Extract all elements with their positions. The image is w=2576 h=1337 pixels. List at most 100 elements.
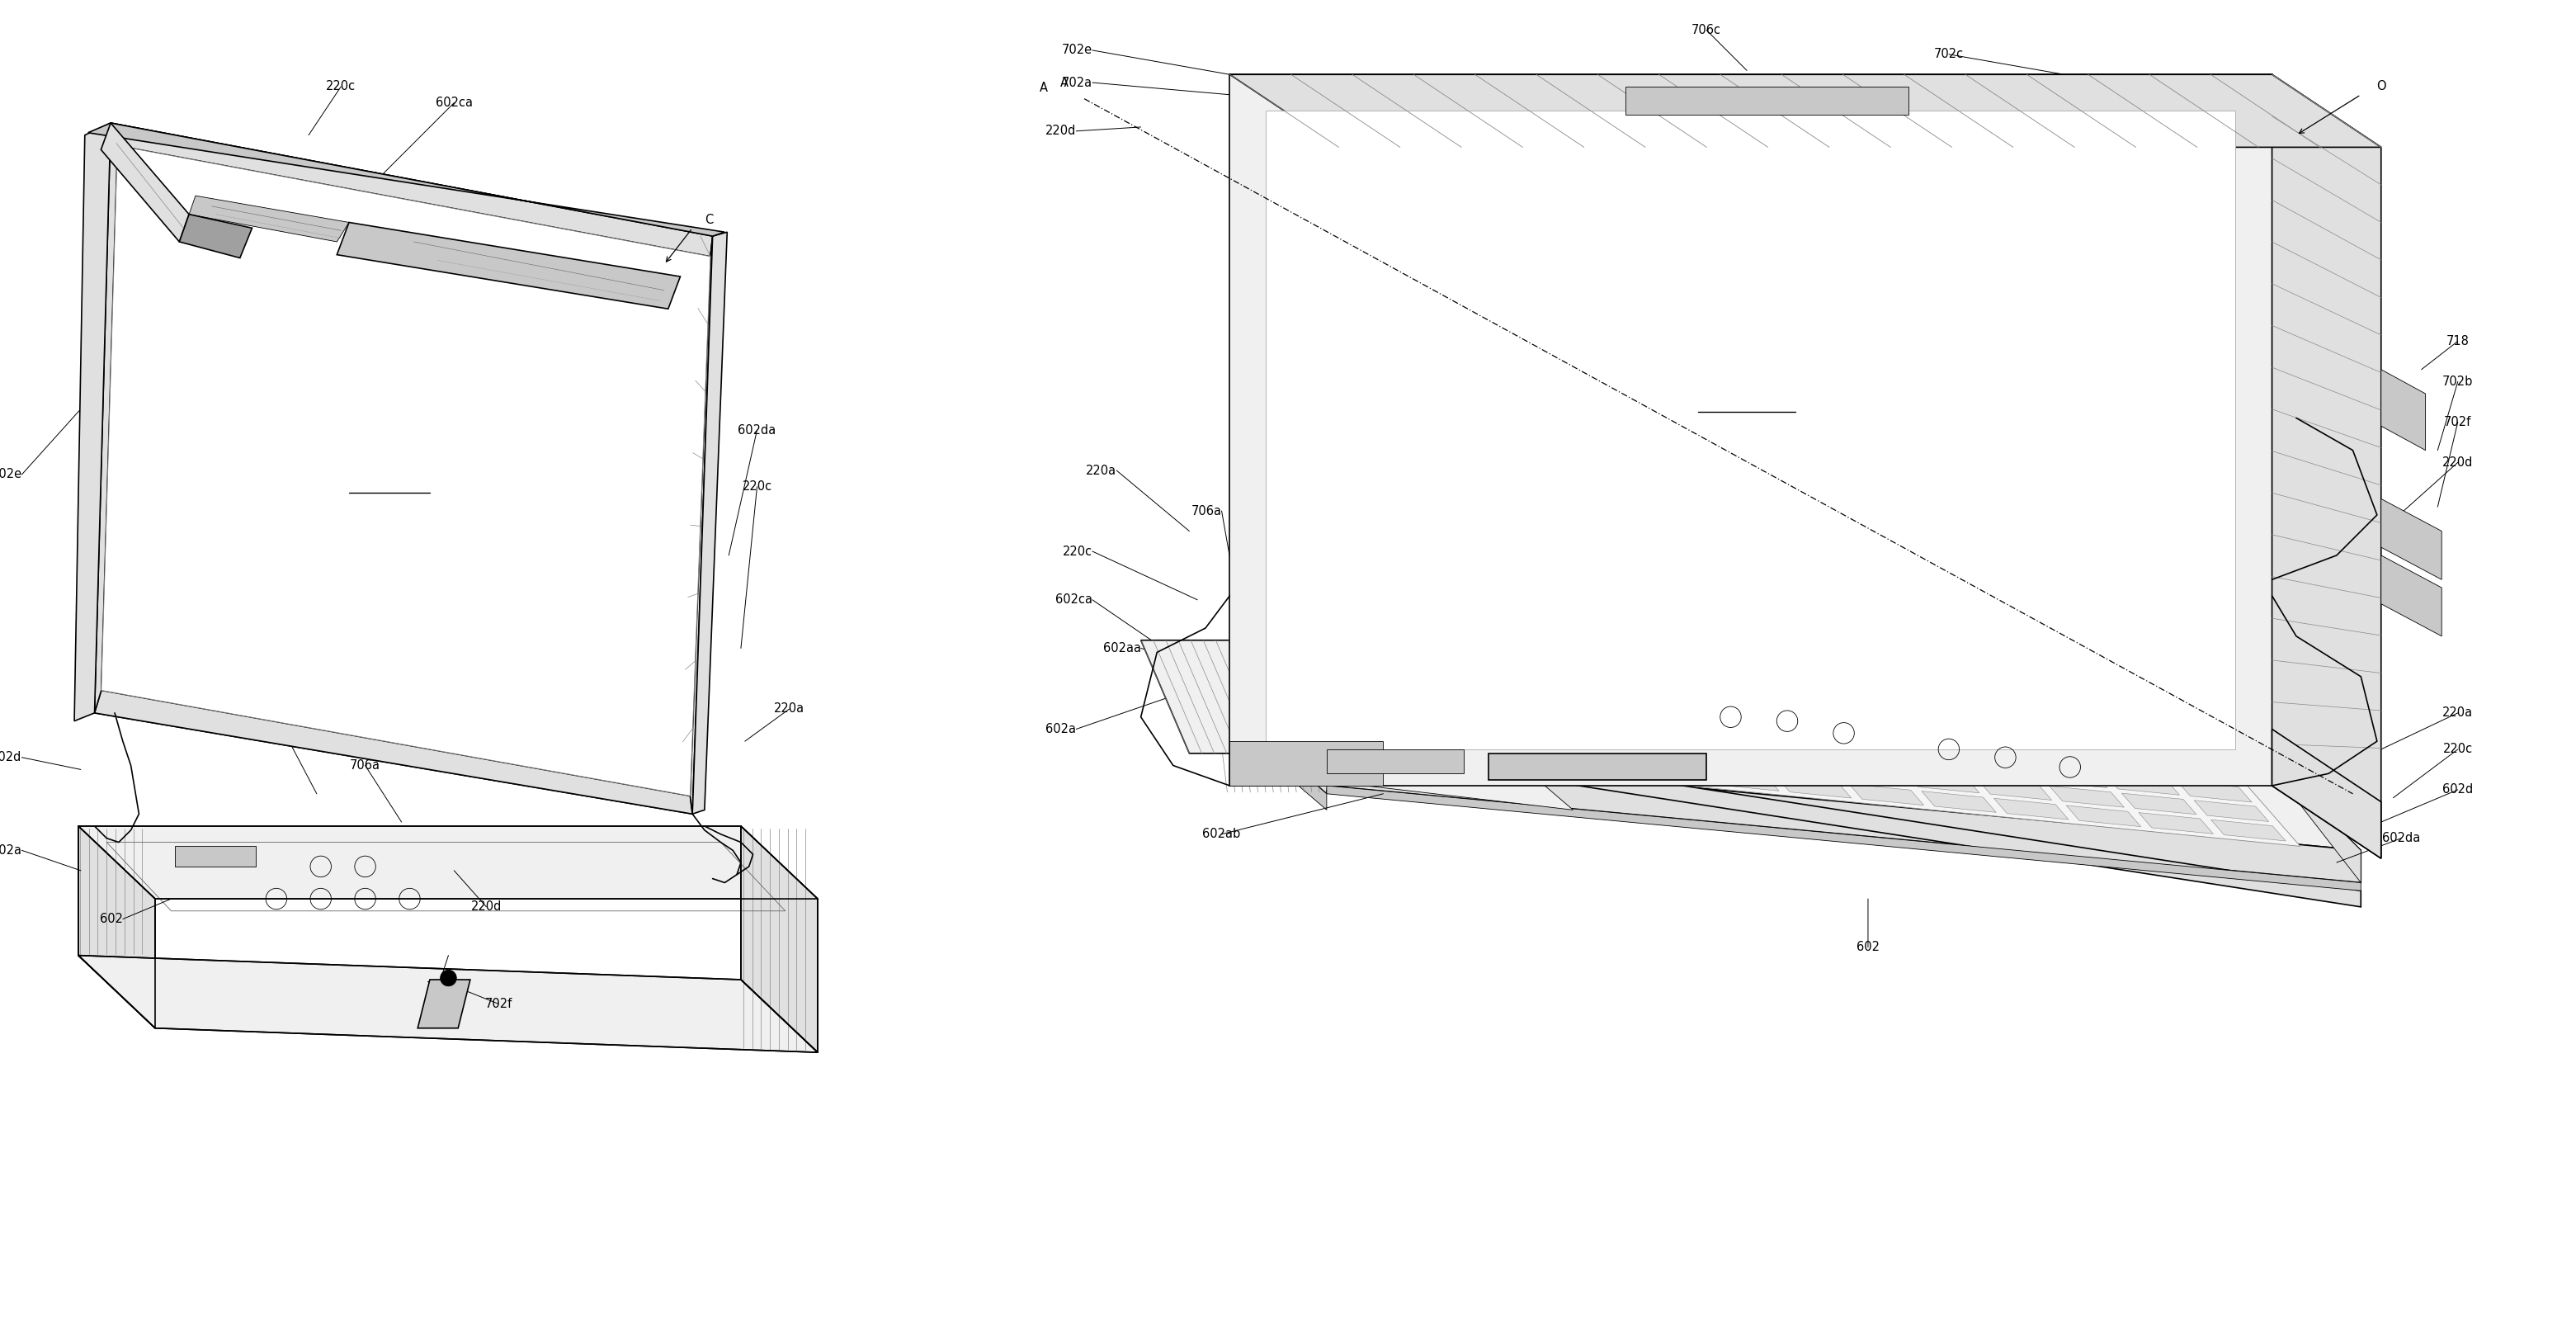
Polygon shape — [1303, 757, 1574, 810]
Polygon shape — [95, 123, 118, 713]
Polygon shape — [1399, 722, 1473, 743]
Text: 220a: 220a — [1087, 464, 1115, 477]
Polygon shape — [742, 826, 817, 1052]
Polygon shape — [2380, 555, 2442, 636]
Polygon shape — [100, 123, 188, 242]
Polygon shape — [1945, 741, 2017, 761]
Text: 220c: 220c — [742, 480, 773, 493]
Polygon shape — [2071, 735, 2146, 757]
Polygon shape — [1705, 770, 1780, 792]
Polygon shape — [1265, 111, 2236, 749]
Text: 602da: 602da — [737, 424, 775, 436]
Text: 602c: 602c — [1852, 674, 1883, 687]
Text: 704: 704 — [1734, 388, 1759, 400]
Polygon shape — [2089, 754, 2164, 775]
Polygon shape — [1904, 771, 1978, 793]
Polygon shape — [2138, 813, 2213, 834]
Polygon shape — [2123, 793, 2197, 814]
Polygon shape — [1422, 671, 1497, 691]
Polygon shape — [2105, 774, 2179, 796]
Polygon shape — [1141, 640, 1327, 753]
Text: 220a: 220a — [773, 703, 804, 715]
Polygon shape — [77, 826, 155, 1028]
Polygon shape — [1383, 702, 1458, 723]
Text: 706a: 706a — [245, 711, 276, 723]
Polygon shape — [1327, 786, 2360, 890]
Polygon shape — [1615, 743, 1690, 765]
Text: O: O — [2375, 80, 2385, 92]
Text: 602da: 602da — [2383, 832, 2421, 845]
Polygon shape — [1759, 758, 1834, 778]
Polygon shape — [2032, 766, 2107, 787]
Text: 718: 718 — [2447, 336, 2470, 348]
Polygon shape — [175, 846, 255, 866]
Polygon shape — [1494, 678, 1569, 699]
Text: 702e: 702e — [0, 468, 21, 481]
Text: 220d: 220d — [471, 901, 502, 913]
Text: 602d: 602d — [2442, 783, 2473, 796]
Polygon shape — [1327, 714, 1401, 735]
Polygon shape — [1455, 710, 1530, 731]
Polygon shape — [1710, 699, 1785, 721]
Polygon shape — [1978, 779, 2050, 800]
Text: C: C — [703, 214, 714, 226]
Polygon shape — [2272, 75, 2380, 858]
Text: 704: 704 — [379, 468, 402, 481]
Polygon shape — [1528, 717, 1602, 738]
Text: 602aa: 602aa — [1103, 642, 1141, 655]
Polygon shape — [1633, 762, 1705, 783]
Text: 702d: 702d — [1448, 545, 1479, 558]
Text: 702a: 702a — [180, 250, 211, 262]
Polygon shape — [1888, 753, 1963, 774]
Polygon shape — [693, 233, 726, 814]
Polygon shape — [100, 146, 711, 796]
Polygon shape — [2210, 820, 2285, 841]
Polygon shape — [1777, 777, 1852, 798]
Polygon shape — [1625, 87, 1909, 115]
Text: 602: 602 — [1857, 941, 1880, 953]
Polygon shape — [1293, 675, 1368, 697]
Text: 502: 502 — [1672, 574, 1695, 586]
Polygon shape — [1855, 714, 1929, 735]
Polygon shape — [1801, 726, 1873, 747]
Polygon shape — [2177, 781, 2251, 802]
Text: 602a: 602a — [0, 844, 21, 857]
Polygon shape — [1832, 765, 1906, 786]
Text: 706b: 706b — [180, 650, 211, 663]
Polygon shape — [75, 123, 111, 721]
Polygon shape — [1783, 706, 1857, 727]
Polygon shape — [1600, 723, 1674, 745]
Polygon shape — [1365, 683, 1440, 705]
Text: 706a: 706a — [350, 759, 381, 771]
Text: 702c: 702c — [1935, 48, 1963, 60]
Text: 702f: 702f — [484, 997, 513, 1009]
Polygon shape — [2066, 805, 2141, 826]
Polygon shape — [1213, 640, 2360, 850]
Polygon shape — [1437, 690, 1512, 711]
Polygon shape — [2143, 742, 2218, 763]
Polygon shape — [1543, 735, 1618, 757]
Text: 220a: 220a — [211, 198, 242, 210]
Polygon shape — [1728, 719, 1801, 739]
Text: A: A — [1041, 82, 1048, 95]
Polygon shape — [1672, 731, 1747, 753]
Text: 602b: 602b — [2177, 723, 2208, 735]
Polygon shape — [1213, 697, 1327, 810]
Polygon shape — [77, 956, 817, 1052]
Text: 702f: 702f — [2445, 416, 2470, 428]
Polygon shape — [1960, 759, 2035, 781]
Polygon shape — [1656, 711, 1728, 733]
Polygon shape — [1566, 685, 1641, 706]
Polygon shape — [1584, 705, 1656, 726]
Polygon shape — [1486, 749, 1561, 770]
Text: 220c: 220c — [327, 80, 355, 92]
Polygon shape — [188, 195, 348, 242]
Text: 706c: 706c — [1692, 24, 1721, 36]
Polygon shape — [1850, 783, 1924, 805]
Polygon shape — [2017, 747, 2089, 769]
Polygon shape — [1213, 640, 1327, 794]
Text: 702b: 702b — [2442, 376, 2473, 388]
Polygon shape — [1342, 734, 1417, 755]
Polygon shape — [88, 123, 724, 237]
Polygon shape — [1994, 798, 2069, 820]
